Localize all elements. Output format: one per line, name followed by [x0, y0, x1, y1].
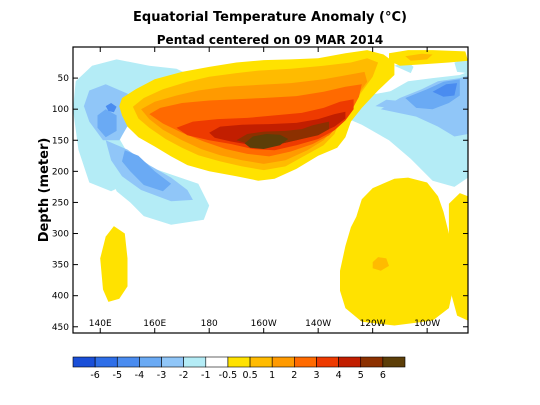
- colorbar-label: -1: [201, 370, 210, 381]
- colorbar-swatch-8: [249, 356, 273, 368]
- colorbar-swatch-11: [316, 356, 339, 368]
- y-tick-label: 50: [58, 74, 70, 84]
- x-tick-label: 120W: [360, 319, 386, 329]
- axes: 50 100 150 200 250 300 350 400 450 140E 160E 180 160…: [52, 47, 468, 333]
- contour-fill-12-0: [372, 257, 389, 271]
- x-tick-label: 140E: [89, 319, 112, 329]
- colorbar-swatch-9: [271, 356, 295, 368]
- colorbar-swatch-10: [294, 356, 317, 368]
- y-tick-label: 300: [52, 230, 69, 240]
- y-tick-label: 100: [52, 105, 69, 115]
- colorbar-label: -3: [157, 370, 166, 381]
- y-tick-label: 200: [52, 167, 69, 177]
- contour-fill-5-1: [405, 53, 433, 61]
- x-tick-label: 160W: [251, 319, 277, 329]
- colorbar-swatch-0: [72, 356, 96, 368]
- colorbar: -6 -5 -4 -3 -2 -1 -0.5 0.5 1 2 3 4 5 6: [72, 356, 406, 381]
- x-tick-label: 160E: [143, 319, 166, 329]
- x-tick-label: 100W: [414, 319, 440, 329]
- contour-fill-1-3: [375, 99, 409, 110]
- colorbar-label: 3: [313, 370, 319, 381]
- plot-area: [73, 47, 468, 333]
- y-axis-label: Depth (meter): [37, 138, 52, 243]
- contour-fill-3-0: [105, 103, 117, 113]
- colorbar-label: 5: [358, 370, 364, 381]
- colorbar-label: -0.5: [219, 370, 238, 381]
- y-tick-label: 150: [52, 136, 69, 146]
- y-tick-label: 450: [52, 323, 69, 333]
- colorbar-swatch-5: [183, 356, 207, 368]
- colorbar-label: -6: [90, 370, 99, 381]
- colorbar-swatch-13: [360, 356, 384, 368]
- contour-fill-4-2: [340, 177, 455, 326]
- chart-title: Equatorial Temperature Anomaly (°C): [133, 10, 407, 25]
- contour-fill-2-1: [122, 150, 172, 192]
- colorbar-label: 4: [336, 370, 342, 381]
- colorbar-swatch-2: [116, 356, 140, 368]
- colorbar-label: -5: [113, 370, 122, 381]
- colorbar-swatch-6: [205, 356, 229, 368]
- colorbar-swatch-14: [382, 356, 406, 368]
- contour-fill-2-0: [97, 109, 117, 138]
- plot-frame: [72, 46, 469, 334]
- colorbar-label: 0.5: [243, 370, 258, 381]
- colorbar-swatch-7: [227, 356, 251, 368]
- contour-fill-4-4: [100, 226, 128, 302]
- contour-fill-11-0: [244, 134, 289, 149]
- colorbar-swatch-12: [338, 356, 362, 368]
- y-tick-label: 400: [52, 292, 69, 302]
- contour-fill-0-6: [454, 58, 468, 74]
- colorbar-label: -2: [179, 370, 188, 381]
- colorbar-swatch-4: [161, 356, 184, 368]
- x-tick-label: 180: [201, 319, 218, 329]
- contour-fill-4-3: [448, 193, 468, 321]
- colorbar-label: 2: [291, 370, 297, 381]
- x-tick-label: 140W: [305, 319, 331, 329]
- y-tick-label: 250: [52, 198, 69, 208]
- colorbar-label: 1: [269, 370, 275, 381]
- colorbar-label: 6: [380, 370, 386, 381]
- colorbar-swatch-3: [139, 356, 162, 368]
- colorbar-label: -4: [135, 370, 144, 381]
- y-tick-label: 350: [52, 261, 69, 271]
- chart-subtitle: Pentad centered on 09 MAR 2014: [157, 33, 383, 47]
- colorbar-swatch-1: [94, 356, 118, 368]
- contour-fill-3-1: [432, 83, 458, 97]
